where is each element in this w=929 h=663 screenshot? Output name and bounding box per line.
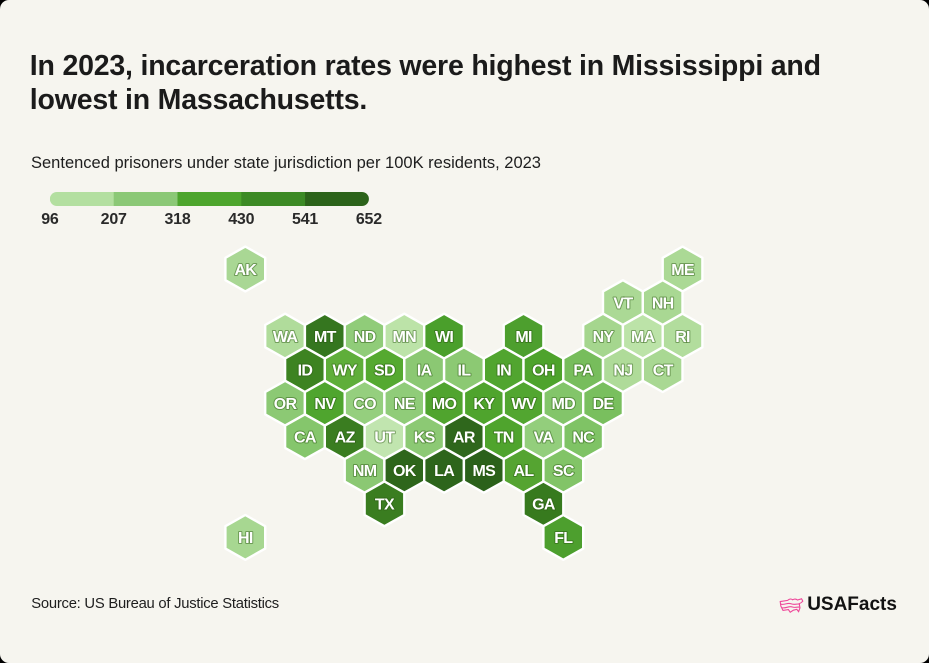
- svg-text:CO: CO: [353, 396, 376, 413]
- svg-text:ND: ND: [354, 329, 376, 346]
- svg-text:IN: IN: [496, 362, 511, 379]
- svg-text:OR: OR: [274, 396, 298, 413]
- svg-text:AR: AR: [453, 430, 476, 447]
- svg-text:NM: NM: [353, 463, 377, 480]
- svg-text:NE: NE: [394, 396, 416, 413]
- svg-text:CT: CT: [653, 362, 674, 379]
- svg-text:MD: MD: [552, 396, 576, 413]
- svg-text:NC: NC: [572, 430, 595, 447]
- svg-text:WI: WI: [435, 329, 453, 346]
- svg-text:MS: MS: [472, 463, 496, 480]
- svg-text:NY: NY: [593, 329, 615, 346]
- svg-text:ID: ID: [298, 362, 313, 379]
- svg-text:MT: MT: [314, 329, 337, 346]
- svg-text:LA: LA: [434, 463, 455, 480]
- svg-text:HI: HI: [238, 530, 253, 547]
- svg-text:GA: GA: [532, 497, 556, 514]
- svg-text:PA: PA: [573, 362, 594, 379]
- svg-text:NJ: NJ: [613, 362, 632, 379]
- svg-text:MA: MA: [631, 329, 656, 346]
- svg-text:AZ: AZ: [335, 430, 356, 447]
- svg-text:MN: MN: [393, 329, 417, 346]
- svg-text:VT: VT: [613, 295, 633, 312]
- svg-text:NH: NH: [652, 295, 674, 312]
- svg-text:VA: VA: [534, 430, 555, 447]
- svg-text:WA: WA: [273, 329, 299, 346]
- svg-text:ME: ME: [671, 262, 695, 279]
- svg-text:KY: KY: [473, 396, 495, 413]
- svg-text:TN: TN: [494, 430, 514, 447]
- svg-text:AK: AK: [234, 262, 257, 279]
- svg-text:FL: FL: [554, 530, 573, 547]
- svg-text:MI: MI: [515, 329, 532, 346]
- svg-text:OH: OH: [532, 362, 555, 379]
- svg-text:SD: SD: [374, 362, 395, 379]
- svg-text:UT: UT: [374, 430, 395, 447]
- svg-text:TX: TX: [375, 497, 395, 514]
- svg-text:WV: WV: [511, 396, 536, 413]
- svg-text:IL: IL: [457, 362, 471, 379]
- svg-text:NV: NV: [314, 396, 336, 413]
- svg-text:IA: IA: [417, 362, 433, 379]
- svg-text:OK: OK: [393, 463, 417, 480]
- svg-text:WY: WY: [333, 362, 358, 379]
- svg-text:SC: SC: [553, 463, 575, 480]
- svg-text:MO: MO: [432, 396, 457, 413]
- svg-text:RI: RI: [675, 329, 690, 346]
- svg-text:KS: KS: [414, 430, 436, 447]
- svg-text:CA: CA: [294, 430, 317, 447]
- svg-text:AL: AL: [514, 463, 535, 480]
- svg-text:DE: DE: [593, 396, 615, 413]
